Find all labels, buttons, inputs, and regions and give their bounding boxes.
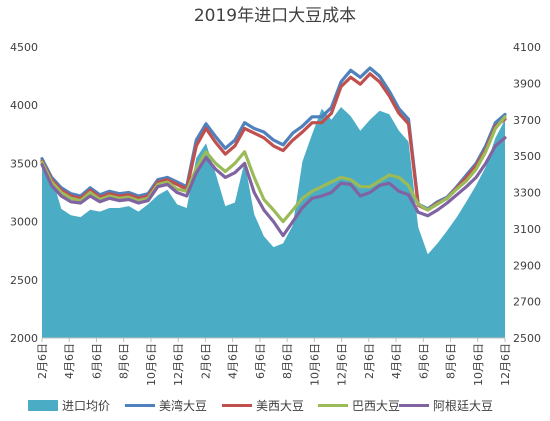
x-tick-label: 2月6日 bbox=[36, 343, 49, 379]
y-left-tick-label: 2000 bbox=[10, 332, 38, 345]
y-left-tick-label: 3500 bbox=[10, 157, 38, 170]
x-tick-label: 10月6日 bbox=[472, 343, 485, 386]
y-right-tick-label: 3100 bbox=[513, 223, 541, 236]
y-right-tick-label: 2700 bbox=[513, 296, 541, 309]
x-tick-label: 10月6日 bbox=[145, 343, 158, 386]
x-tick-label: 10月6日 bbox=[308, 343, 321, 386]
x-tick-label: 12月6日 bbox=[336, 343, 349, 386]
y-left-tick-label: 2500 bbox=[10, 274, 38, 287]
legend-item: 巴西大豆 bbox=[318, 399, 400, 413]
y-right-tick-label: 4100 bbox=[513, 41, 541, 54]
x-tick-label: 8月6日 bbox=[118, 343, 131, 379]
y-left-tick-label: 4500 bbox=[10, 41, 38, 54]
legend-label: 美湾大豆 bbox=[159, 398, 207, 413]
series-line-3 bbox=[40, 115, 507, 224]
y-left-tick-label: 3000 bbox=[10, 216, 38, 229]
x-tick-label: 6月6日 bbox=[91, 343, 104, 379]
x-tick-label: 12月6日 bbox=[172, 343, 185, 386]
y-right-tick-label: 3700 bbox=[513, 114, 541, 127]
x-tick-label: 12月6日 bbox=[499, 343, 512, 386]
legend-label: 阿根廷大豆 bbox=[433, 399, 493, 413]
x-tick-label: 4月6日 bbox=[63, 343, 76, 379]
chart-title: 2019年进口大豆成本 bbox=[194, 6, 356, 26]
series-line-4 bbox=[40, 136, 507, 238]
legend: 进口均价 美湾大豆 美西大豆 巴西大豆 阿根廷大豆 bbox=[28, 398, 493, 413]
series-line-1 bbox=[40, 66, 507, 211]
legend-label: 巴西大豆 bbox=[352, 399, 400, 413]
area-layer bbox=[42, 107, 505, 338]
y-axis-left: 2000 2500 3000 3500 4000 4500 bbox=[10, 41, 38, 345]
y-left-tick-label: 4000 bbox=[10, 99, 38, 112]
x-tick-label: 4月6日 bbox=[227, 343, 240, 379]
y-right-tick-label: 3900 bbox=[513, 77, 541, 90]
y-axis-right: 2500 2700 2900 3100 3300 3500 3700 3900 4100 bbox=[513, 41, 541, 345]
x-tick-label: 8月6日 bbox=[281, 343, 294, 379]
legend-item: 阿根廷大豆 bbox=[399, 399, 493, 413]
y-right-tick-label: 2900 bbox=[513, 259, 541, 272]
series-line-2 bbox=[40, 72, 507, 212]
legend-item: 美湾大豆 bbox=[125, 398, 207, 413]
x-tick-label: 8月6日 bbox=[445, 343, 458, 379]
x-tick-label: 6月6日 bbox=[254, 343, 267, 379]
legend-label: 美西大豆 bbox=[256, 399, 304, 413]
y-right-tick-label: 3500 bbox=[513, 150, 541, 163]
x-tick-label: 2月6日 bbox=[363, 343, 376, 379]
x-tick-label: 2月6日 bbox=[199, 343, 212, 379]
legend-label: 进口均价 bbox=[62, 399, 110, 413]
legend-item: 美西大豆 bbox=[222, 399, 304, 413]
x-tick-label: 4月6日 bbox=[390, 343, 403, 379]
legend-item: 进口均价 bbox=[28, 399, 110, 413]
y-right-tick-label: 2500 bbox=[513, 332, 541, 345]
line-layer bbox=[40, 66, 507, 238]
y-right-tick-label: 3300 bbox=[513, 187, 541, 200]
legend-swatch bbox=[28, 400, 58, 411]
series-area-0 bbox=[42, 107, 505, 338]
x-tick-label: 6月6日 bbox=[417, 343, 430, 379]
x-axis: 2月6日 4月6日 6月6日 8月6日 10月6日 12月6日 2月6日 4月6日 6月6日 8月… bbox=[36, 337, 512, 386]
